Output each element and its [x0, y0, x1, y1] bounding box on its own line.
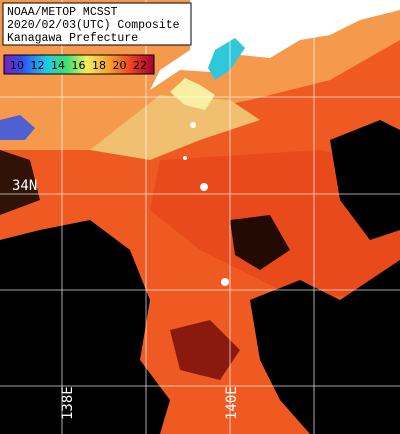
colorbar-label: 20: [113, 59, 127, 72]
colorbar-label: 12: [31, 59, 45, 72]
cloud-mask: [0, 220, 170, 434]
cloud-mask: [330, 120, 400, 240]
island: [183, 156, 187, 160]
island: [221, 278, 229, 286]
colorbar-label: 22: [133, 59, 147, 72]
colorbar: [3, 54, 155, 75]
header-line: NOAA/METOP MCSST: [7, 6, 118, 19]
cloud-mask: [250, 260, 400, 434]
colorbar-label: 18: [92, 59, 106, 72]
cloud-mask: [230, 215, 290, 270]
island: [200, 183, 208, 191]
colorbar-label: 16: [72, 59, 86, 72]
island: [190, 122, 196, 128]
cool-bay-water: [208, 38, 245, 80]
colorbar-label: 10: [10, 59, 24, 72]
lat-label: 34N: [12, 178, 37, 194]
header-line: Kanagawa Prefecture: [7, 32, 138, 45]
bay-water: [170, 78, 215, 110]
dark-warm-patch: [170, 320, 240, 380]
header-box: [2, 2, 192, 46]
lon-label: 138E: [60, 386, 76, 420]
lon-label: 140E: [224, 386, 240, 420]
cool-water-patch: [0, 115, 35, 140]
pale-coastal-water: [90, 95, 260, 160]
colorbar-label: 14: [51, 59, 65, 72]
header-line: 2020/02/03(UTC) Composite: [7, 19, 180, 32]
cloud-mask: [0, 150, 40, 215]
